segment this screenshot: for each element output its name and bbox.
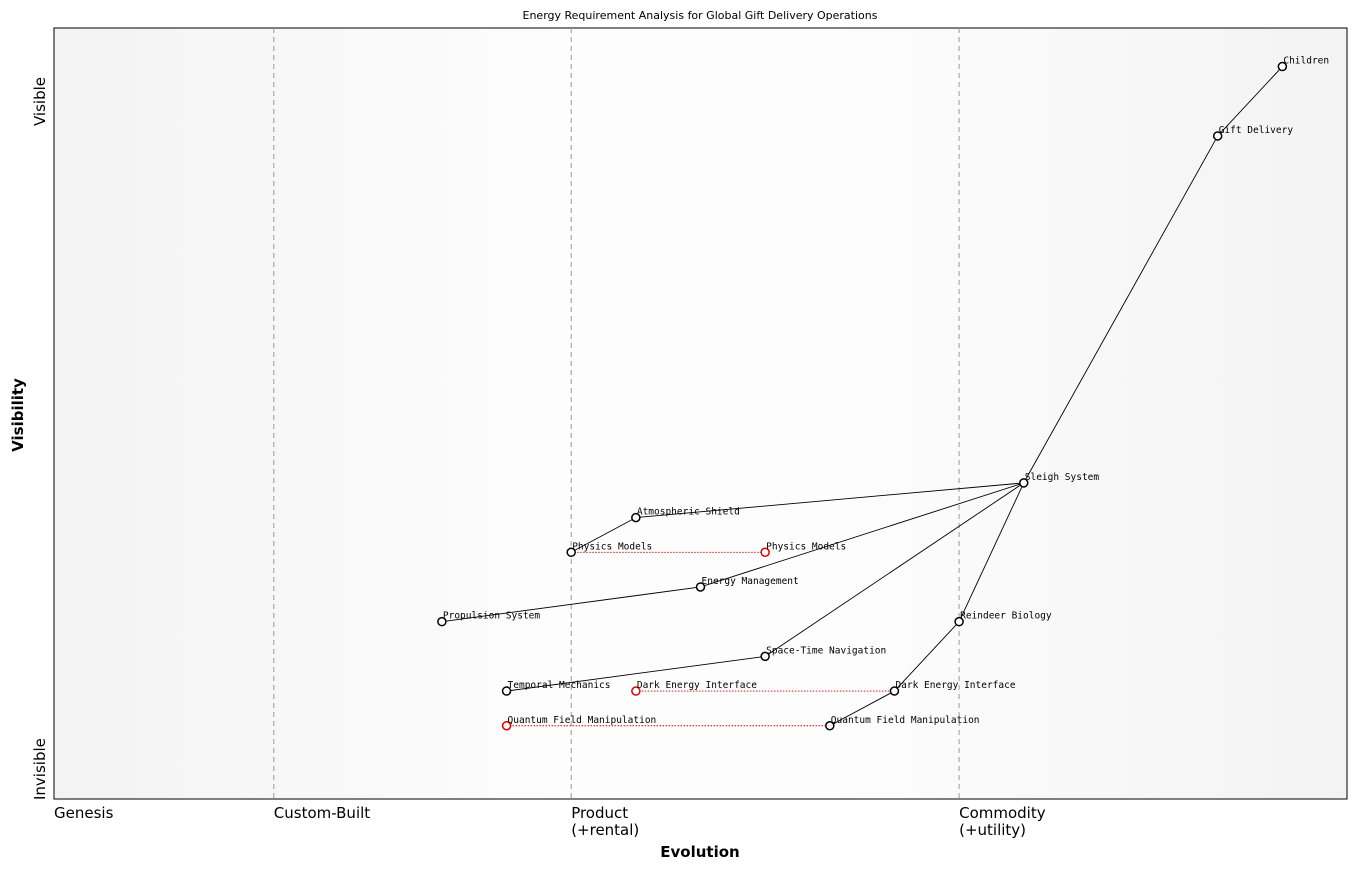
dependency-link [764,482,1025,657]
evolving-component-node[interactable] [760,547,770,558]
dependency-link [700,482,1024,588]
component-node[interactable] [566,547,576,558]
chart-title: Energy Requirement Analysis for Global G… [523,9,878,22]
component-node[interactable] [760,651,770,662]
component-label: Atmospheric Shield [637,507,740,518]
dependency-link [829,690,895,727]
dependency-link [506,655,766,692]
dependency-link [570,517,637,553]
component-node[interactable] [1019,478,1029,488]
component-node[interactable] [1212,131,1223,141]
component-node[interactable] [631,512,641,523]
y-top-label: Visible [31,77,49,126]
components: Children Gift Delivery Sleigh System Atmosp… [437,56,1329,731]
component-label: Space-Time Navigation [766,645,886,656]
component-label: Gift Delivery [1219,125,1294,136]
component-label: Physics Models [572,541,652,552]
dependency-link [894,621,960,692]
evolving-component-node[interactable] [631,686,641,696]
component-node[interactable] [954,616,964,627]
component-label: Quantum Field Manipulation [508,715,657,726]
dependency-link [1023,135,1219,484]
component-label: Propulsion System [443,611,541,622]
evolution-stage-labels: Genesis Custom-Built Product(+rental) Commo… [54,804,1046,839]
component-node[interactable] [437,616,447,627]
dependency-link [958,482,1025,622]
component-label: Children [1283,56,1329,67]
component-label: Physics Models [766,541,846,552]
dependency-links [441,66,1283,727]
stage-sublabel: (+rental) [571,821,639,839]
component-label: Sleigh System [1025,472,1100,483]
dependency-link [1217,66,1283,137]
stage-boundaries [273,28,960,799]
component-label: Dark Energy Interface [637,680,757,691]
evolving-component-node[interactable] [501,721,512,731]
y-bottom-label: Invisible [31,738,49,800]
dependency-link [441,586,701,623]
stage-sublabel: (+utility) [959,821,1026,839]
component-label: Quantum Field Manipulation [831,715,980,726]
component-label: Energy Management [702,576,799,587]
component-label: Reindeer Biology [960,611,1052,622]
component-node[interactable] [825,721,835,731]
x-axis-title: Evolution [660,843,739,861]
y-axis-title: Visibility [9,378,27,452]
stage-label: Custom-Built [274,804,370,822]
stage-label: Genesis [54,804,114,822]
dependency-link [635,482,1024,519]
stage-label: Commodity [959,804,1046,822]
component-label: Dark Energy Interface [895,680,1015,691]
plot-area [53,27,1348,800]
component-node[interactable] [501,686,512,696]
component-label: Temporal Mechanics [508,680,611,691]
component-node[interactable] [695,582,706,592]
component-node[interactable] [1277,61,1288,72]
component-node[interactable] [889,686,900,696]
evolution-links [506,551,895,727]
stage-label: Product [571,804,628,822]
